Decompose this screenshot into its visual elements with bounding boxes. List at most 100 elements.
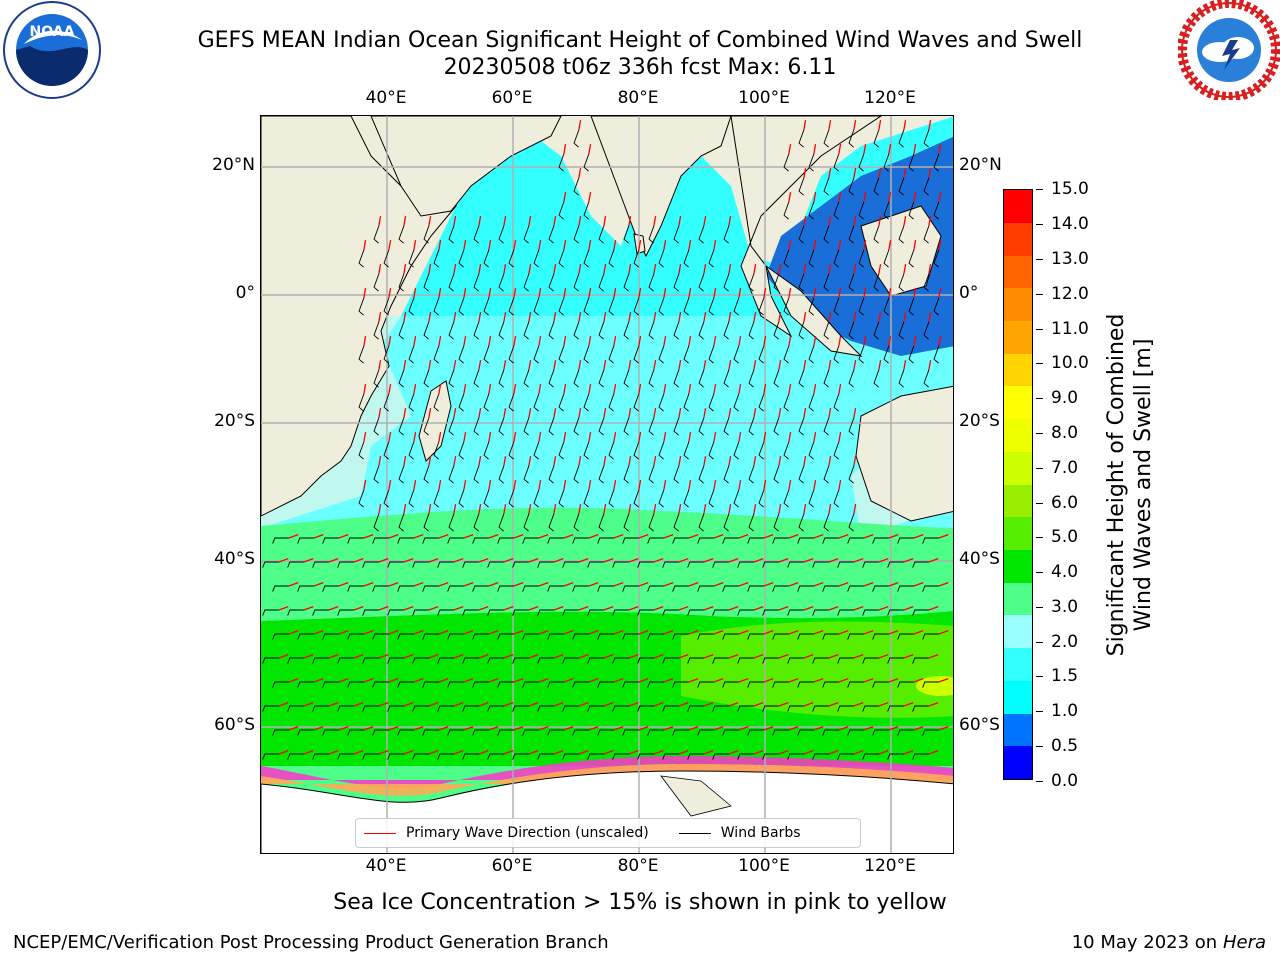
wave-direction-arrow — [703, 605, 714, 611]
wave-direction-arrow — [338, 629, 349, 635]
wave-direction-arrow — [313, 725, 324, 731]
wave-direction-arrow — [728, 701, 739, 707]
wave-direction-arrow — [513, 480, 517, 491]
wind-barb — [498, 321, 505, 340]
wave-direction-arrow — [888, 288, 892, 299]
wave-direction-arrow — [613, 480, 617, 491]
wave-direction-arrow — [378, 360, 382, 371]
wind-barb — [398, 513, 405, 532]
wave-direction-arrow — [653, 701, 664, 707]
wind-barb — [398, 465, 405, 484]
wave-direction-arrow — [738, 581, 749, 587]
australia-land — [855, 385, 953, 522]
wave-direction-arrow — [713, 288, 717, 299]
wind-barb — [272, 729, 289, 736]
wave-direction-arrow — [403, 360, 407, 371]
legend-item-wind-barbs: Wind Barbs — [678, 825, 801, 841]
wave-direction-arrow — [728, 456, 732, 467]
wind-barb — [758, 393, 765, 412]
wind-barb — [823, 225, 830, 244]
wave-direction-arrow — [513, 288, 517, 299]
wind-barb — [287, 561, 304, 568]
wind-barb — [598, 321, 605, 340]
wave-direction-arrow — [553, 605, 564, 611]
wave-direction-arrow — [738, 629, 749, 635]
wind-barb — [537, 561, 554, 568]
wind-barb — [583, 441, 590, 460]
wave-direction-arrow — [878, 312, 882, 323]
wave-direction-arrow — [903, 312, 907, 323]
wave-direction-arrow — [538, 288, 542, 299]
wind-barb — [447, 633, 464, 640]
wave-direction-arrow — [528, 264, 532, 275]
wind-barb — [598, 369, 605, 388]
wave-direction-arrow — [488, 432, 492, 443]
wave-direction-arrow — [513, 240, 517, 251]
wind-barb — [733, 441, 740, 460]
wave-direction-arrow — [478, 456, 482, 467]
wave-direction-arrow — [528, 216, 532, 227]
colorbar-tick: 9.0 — [1036, 388, 1078, 408]
wind-barb — [823, 129, 830, 148]
wind-barb — [833, 153, 840, 172]
wave-direction-arrow — [813, 288, 817, 299]
wave-direction-arrow — [513, 432, 517, 443]
wind-barb — [748, 465, 755, 484]
wind-barb — [297, 729, 314, 736]
wind-barb — [483, 489, 490, 508]
wind-barb — [648, 225, 655, 244]
wave-direction-arrow — [338, 725, 349, 731]
wind-barb — [598, 417, 605, 436]
wave-direction-arrow — [453, 701, 464, 707]
wave-direction-arrow — [778, 557, 789, 563]
colorbar-tick: 3.0 — [1036, 597, 1078, 617]
wind-barb — [647, 585, 664, 592]
wave-direction-arrow — [363, 432, 367, 443]
lat-tick-left: 0° — [235, 283, 255, 303]
wind-barb — [722, 585, 739, 592]
wind-barb — [622, 633, 639, 640]
wind-barb — [423, 321, 430, 340]
wave-direction-arrow — [913, 288, 917, 299]
wind-barb — [823, 513, 830, 532]
wave-band-6m — [916, 676, 953, 696]
wind-barb — [847, 681, 864, 688]
wave-direction-arrow — [563, 336, 567, 347]
wind-barb — [862, 609, 879, 616]
wave-direction-arrow — [328, 557, 339, 563]
colorbar-segment — [1004, 255, 1032, 289]
wave-direction-arrow — [653, 557, 664, 563]
wave-direction-arrow — [513, 581, 524, 587]
wind-barb — [608, 249, 615, 268]
wave-direction-arrow — [878, 749, 889, 755]
lon-tick-bottom: 60°E — [491, 856, 533, 876]
wind-barb — [808, 201, 815, 220]
wind-barb — [622, 729, 639, 736]
wave-direction-arrow — [478, 749, 489, 755]
wind-barb — [662, 705, 679, 712]
wave-direction-arrow — [678, 557, 689, 563]
wind-barb — [673, 273, 680, 292]
wave-direction-arrow — [628, 456, 632, 467]
wave-direction-arrow — [763, 677, 774, 683]
wind-barb — [512, 657, 529, 664]
wind-barb — [362, 657, 379, 664]
wind-barb — [412, 753, 429, 760]
wind-barb — [362, 609, 379, 616]
wind-barb — [737, 657, 754, 664]
wind-barb — [397, 729, 414, 736]
wave-direction-arrow — [353, 749, 364, 755]
wave-direction-arrow — [803, 408, 807, 419]
wind-barb — [633, 345, 640, 364]
wave-direction-arrow — [838, 384, 842, 395]
wind-barb — [558, 201, 565, 220]
wind-barb — [587, 753, 604, 760]
wind-barb — [758, 489, 765, 508]
wave-direction-arrow — [878, 557, 889, 563]
wave-direction-arrow — [403, 605, 414, 611]
wave-direction-arrow — [853, 557, 864, 563]
wave-direction-arrow — [838, 192, 842, 203]
wave-direction-arrow — [813, 677, 824, 683]
wind-barb — [658, 393, 665, 412]
